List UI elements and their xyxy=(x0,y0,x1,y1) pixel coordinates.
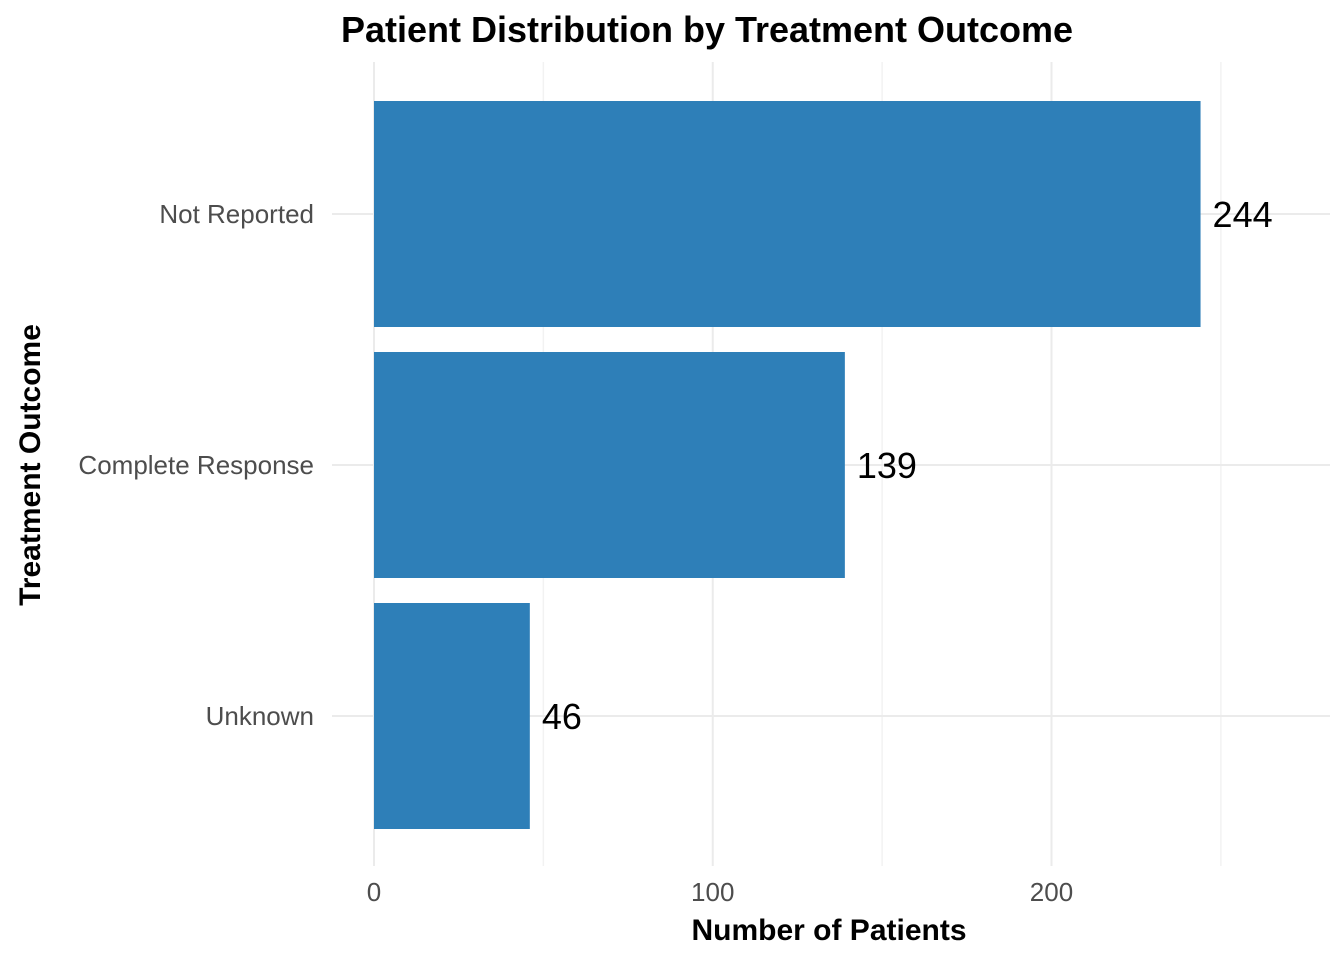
data-label: 244 xyxy=(1213,194,1273,235)
x-tick-label: 100 xyxy=(691,877,734,907)
y-tick-label: Not Reported xyxy=(159,199,314,229)
bar xyxy=(374,352,845,578)
chart-title: Patient Distribution by Treatment Outcom… xyxy=(341,9,1073,50)
y-tick-label: Complete Response xyxy=(78,450,314,480)
data-label: 46 xyxy=(542,696,582,737)
y-axis-title: Treatment Outcome xyxy=(14,324,47,606)
x-tick-label: 0 xyxy=(367,877,381,907)
x-axis-ticks: 0 100 200 xyxy=(367,877,1073,907)
y-axis-ticks: Not Reported Complete Response Unknown xyxy=(78,199,314,731)
bars xyxy=(374,101,1201,829)
y-tick-label: Unknown xyxy=(206,701,314,731)
data-label: 139 xyxy=(857,445,917,486)
bar xyxy=(374,603,530,829)
x-tick-label: 200 xyxy=(1030,877,1073,907)
data-labels: 244 139 46 xyxy=(542,194,1273,737)
x-axis-title: Number of Patients xyxy=(691,914,966,947)
bar xyxy=(374,101,1201,327)
